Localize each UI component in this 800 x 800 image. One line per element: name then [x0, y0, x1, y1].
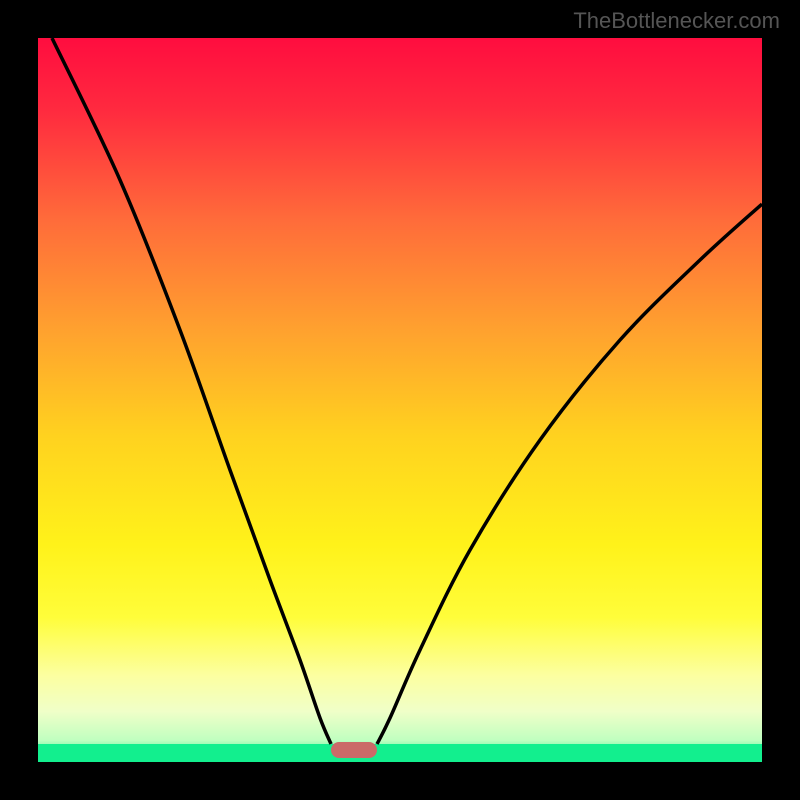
optimal-marker: [331, 742, 377, 758]
chart-svg: [0, 0, 800, 800]
bottom-green-band: [38, 744, 762, 762]
bottleneck-chart: TheBottlenecker.com: [0, 0, 800, 800]
plot-background: [38, 38, 762, 762]
watermark-text: TheBottlenecker.com: [573, 8, 780, 34]
